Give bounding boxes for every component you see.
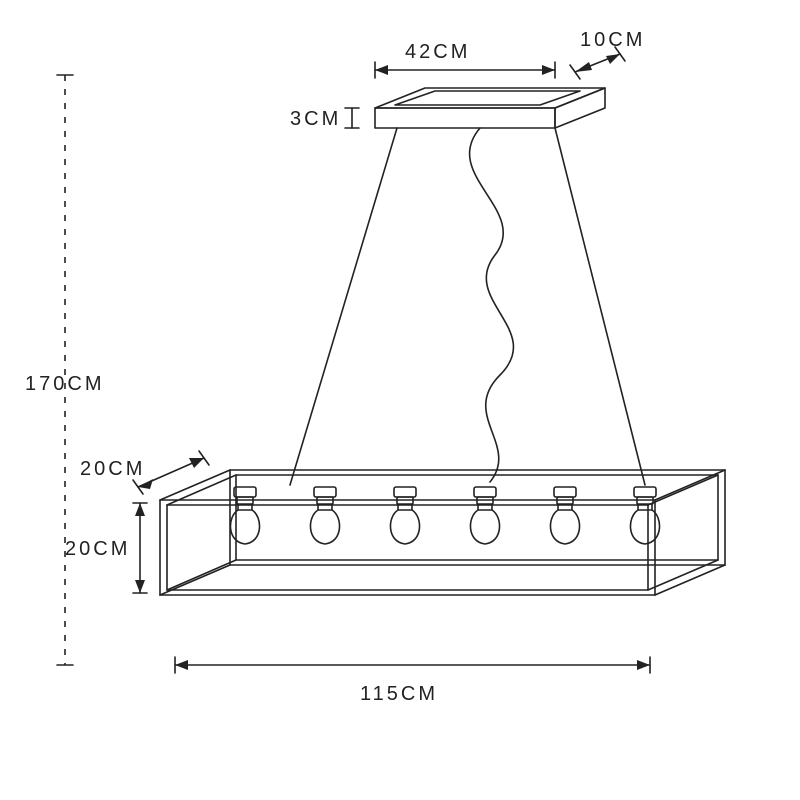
label-cage-height: 20CM [65, 538, 130, 560]
canopy [375, 88, 605, 128]
bulbs [230, 487, 659, 544]
dim-cage-height: 20CM [65, 503, 147, 593]
label-canopy-width: 42CM [405, 41, 470, 63]
label-canopy-height: 3CM [290, 108, 341, 130]
bulb [310, 487, 339, 544]
dim-canopy-width: 42CM [375, 41, 555, 78]
suspension [290, 128, 645, 485]
bulb [230, 487, 259, 544]
bulb [390, 487, 419, 544]
dim-canopy-height: 3CM [290, 108, 359, 130]
dim-canopy-depth: 10CM [570, 29, 645, 79]
cage [160, 470, 725, 595]
label-cage-depth: 20CM [80, 458, 145, 480]
dim-total-height: 170CM [25, 75, 104, 665]
lamp-dimension-diagram: 42CM 10CM 3CM [0, 0, 800, 800]
dim-cage-width: 115CM [175, 657, 650, 705]
label-canopy-depth: 10CM [580, 29, 645, 51]
label-total-height: 170CM [25, 373, 104, 395]
label-cage-width: 115CM [360, 683, 438, 705]
bulb [550, 487, 579, 544]
bulb [470, 487, 499, 544]
